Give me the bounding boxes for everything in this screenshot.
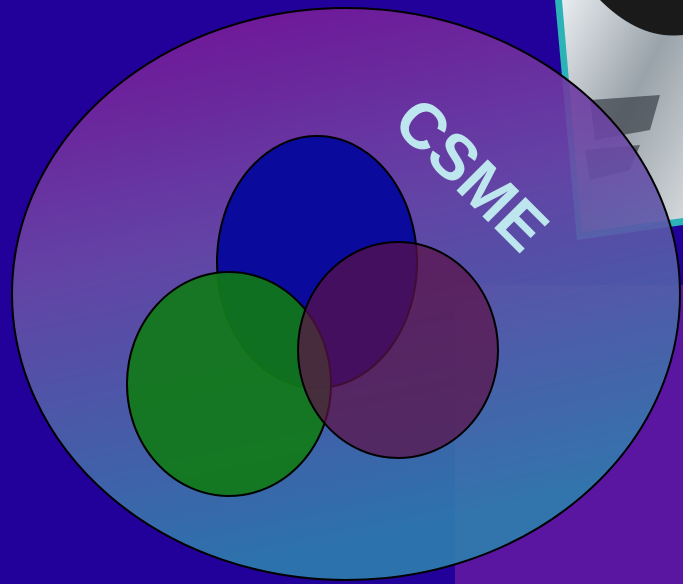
diagram: CSME xyxy=(0,0,683,584)
page: {"diagram": {"label": "CSME"}} CSME (() … xyxy=(0,0,683,584)
maroon-circle xyxy=(298,242,498,458)
green-circle xyxy=(127,272,331,496)
